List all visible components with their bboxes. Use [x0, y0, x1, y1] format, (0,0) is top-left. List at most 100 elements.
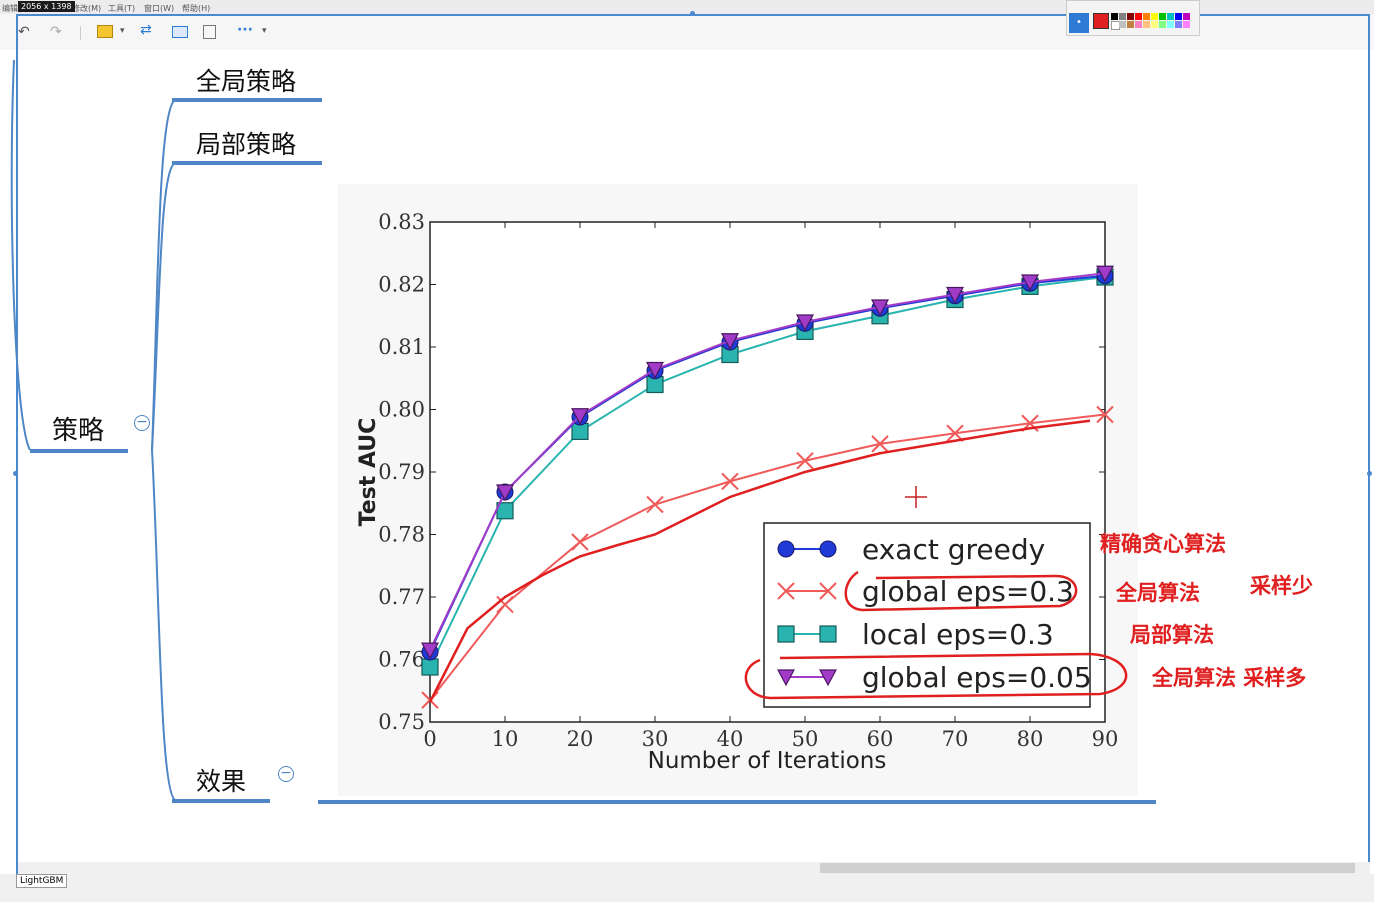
menu-item-3[interactable]: 窗口(W)	[144, 4, 175, 13]
series-3-point	[1096, 265, 1114, 283]
legend-marker-0	[819, 540, 837, 558]
swatch-blue[interactable]	[1175, 13, 1182, 20]
swatch-light-blue[interactable]	[1175, 21, 1182, 28]
legend-marker-0	[777, 540, 795, 558]
resize-handle-left[interactable]	[13, 471, 18, 476]
series-line-3	[429, 272, 1106, 651]
circle-annotation-global-03	[844, 570, 1078, 612]
menu-item-1[interactable]: 修改(M)	[72, 4, 102, 13]
collapse-strategy-icon[interactable]: −	[134, 415, 150, 431]
menu-item-2[interactable]: 工具(T)	[108, 4, 136, 13]
legend-marker-1	[819, 582, 837, 600]
sheet-tab[interactable]: LightGBM	[16, 874, 68, 888]
menu-item-4[interactable]: 帮助(H)	[182, 4, 211, 13]
more-icon[interactable]: ···	[237, 22, 253, 38]
series-3-point	[796, 314, 814, 332]
undo-icon[interactable]: ↶	[18, 24, 30, 40]
horizontal-scrollbar-thumb[interactable]	[820, 863, 1355, 873]
y-tick-label: 0.81	[378, 335, 425, 359]
node-effect-underline	[172, 799, 270, 803]
layout-dropdown-icon[interactable]: ▾	[120, 26, 125, 36]
swatch-black[interactable]	[1111, 13, 1118, 20]
series-1-point	[496, 595, 514, 614]
swatch-maroon[interactable]	[1127, 13, 1134, 20]
x-tick-label: 70	[942, 727, 969, 751]
swatch-magenta[interactable]	[1183, 13, 1190, 20]
node-effect[interactable]: 效果	[196, 767, 247, 796]
node-global-strategy-underline	[172, 98, 322, 102]
series-3-point	[496, 484, 514, 502]
node-local-strategy[interactable]: 局部策略	[196, 130, 297, 159]
series-2-point	[571, 422, 589, 440]
current-color-swatch[interactable]	[1093, 13, 1109, 29]
series-2-point	[421, 658, 439, 676]
legend-marker-2	[819, 625, 837, 643]
resize-handle-right[interactable]	[1367, 471, 1372, 476]
swatch-orange[interactable]	[1143, 13, 1150, 20]
swatch-silver[interactable]	[1119, 21, 1126, 28]
legend-marker-1	[777, 582, 795, 600]
collapse-effect-icon[interactable]: −	[278, 766, 294, 782]
series-3-point	[946, 286, 964, 304]
legend-label-0: exact greedy	[862, 533, 1045, 566]
more-dropdown-icon[interactable]: ▾	[262, 26, 267, 36]
legend-label-1: global eps=0.3	[862, 575, 1074, 608]
y-tick-label: 0.78	[378, 523, 425, 547]
y-tick-label: 0.75	[378, 710, 425, 734]
series-1-point	[721, 472, 739, 491]
x-tick-label: 80	[1017, 727, 1044, 751]
pen-tool-button[interactable]: •	[1069, 13, 1089, 33]
annotation-global-03: 全局算法	[1116, 581, 1200, 605]
legend-marker-2	[777, 625, 795, 643]
series-1-point	[1096, 405, 1114, 424]
structure-icon[interactable]	[172, 26, 188, 38]
annotation-local-03: 局部算法	[1130, 623, 1214, 647]
node-global-strategy[interactable]: 全局策略	[196, 67, 297, 96]
resize-handle-top[interactable]	[690, 11, 695, 16]
x-tick-label: 30	[642, 727, 669, 751]
layout-icon[interactable]	[97, 25, 113, 38]
legend-label-2: local eps=0.3	[862, 618, 1054, 651]
swatch-light-cyan[interactable]	[1167, 21, 1174, 28]
handdrawn-curve	[428, 419, 1091, 703]
swatch-gray[interactable]	[1119, 13, 1126, 20]
swatch-light-yellow[interactable]	[1151, 21, 1158, 28]
swap-icon[interactable]: ⇄	[140, 22, 152, 38]
menu-item-0[interactable]: 编辑(E)	[2, 4, 30, 13]
series-3-point	[646, 361, 664, 379]
y-tick-label: 0.82	[378, 273, 425, 297]
series-1-point	[871, 435, 889, 453]
node-local-strategy-underline	[172, 161, 322, 165]
swatch-peach[interactable]	[1143, 21, 1150, 28]
series-1-point	[946, 424, 964, 442]
node-strategy[interactable]: 策略	[52, 416, 105, 446]
legend-marker-3	[777, 669, 795, 687]
redo-icon[interactable]: ↷	[50, 24, 62, 40]
swatch-cyan[interactable]	[1167, 13, 1174, 20]
status-bar	[0, 874, 1374, 902]
series-1-point	[571, 533, 589, 551]
toolbar-divider	[80, 26, 81, 40]
outline-icon[interactable]	[203, 25, 216, 39]
x-tick-label: 0	[423, 727, 436, 751]
series-3-point	[1021, 274, 1039, 292]
x-tick-label: 20	[567, 727, 594, 751]
color-palette: •	[1066, 0, 1200, 36]
swatch-light-magenta[interactable]	[1183, 21, 1190, 28]
series-1-point	[796, 452, 814, 470]
size-badge: 2056 x 1398	[18, 1, 75, 12]
series-line-2	[429, 276, 1106, 668]
y-tick-label: 0.83	[378, 210, 425, 234]
menu-bar: 编辑(E) 修改(M) 工具(T) 窗口(W) 帮助(H)	[0, 0, 1374, 14]
swatch-pink[interactable]	[1135, 21, 1142, 28]
swatch-light-green[interactable]	[1159, 21, 1166, 28]
swatch-yellow[interactable]	[1151, 13, 1158, 20]
series-3-point	[871, 299, 889, 317]
series-3-point	[571, 408, 589, 426]
swatch-red[interactable]	[1135, 13, 1142, 20]
x-axis-label: Number of Iterations	[648, 748, 887, 774]
swatch-green[interactable]	[1159, 13, 1166, 20]
series-1-point	[646, 495, 664, 514]
swatch-brown[interactable]	[1127, 21, 1134, 28]
